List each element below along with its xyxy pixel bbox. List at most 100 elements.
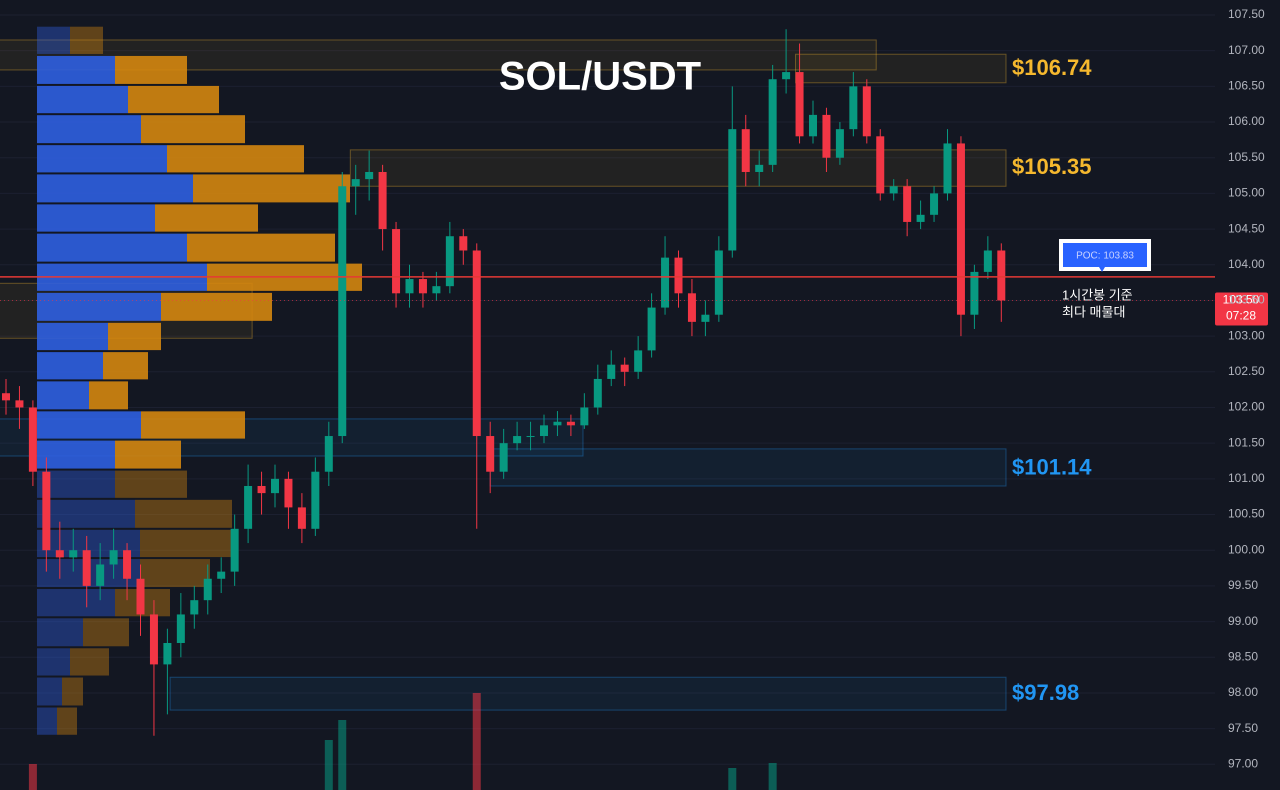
candle-body [338, 186, 347, 437]
candle-body [809, 114, 817, 137]
candle-body [418, 279, 427, 294]
candle-body [378, 171, 387, 230]
candle-body [351, 179, 360, 187]
candle-body [176, 614, 185, 643]
y-tick-label: 100.00 [1228, 542, 1265, 556]
profile-sell [193, 174, 350, 203]
zone-label: $105.35 [1012, 154, 1092, 179]
annotation: 최다 매물대 [1062, 304, 1125, 319]
volume-bar [728, 768, 737, 790]
candle-body [741, 129, 750, 172]
y-tick-label: 97.00 [1228, 756, 1258, 770]
profile-sell [115, 470, 187, 498]
profile-buy [37, 589, 115, 617]
y-tick-label: 102.00 [1228, 400, 1265, 414]
volume-bar [324, 740, 333, 790]
volume-bar [768, 763, 777, 790]
profile-sell [115, 55, 187, 84]
profile-sell [140, 529, 232, 558]
candle-body [230, 528, 239, 572]
y-tick-label: 101.50 [1228, 435, 1265, 449]
candle-body [714, 250, 723, 315]
profile-buy [37, 499, 135, 528]
profile-sell [167, 145, 304, 173]
overlay: $106.74 $105.35 $101.14 $97.98 POC: 103.83 1시… [0, 55, 1268, 705]
candle-body [970, 271, 979, 315]
volume-bar [338, 720, 347, 790]
candle-body [661, 257, 670, 308]
y-tick-label: 104.50 [1228, 221, 1265, 235]
profile-buy [37, 115, 141, 144]
candle-body [997, 250, 1006, 301]
zone-label: $101.14 [1012, 455, 1092, 480]
candle-body [405, 279, 414, 294]
candle-body [82, 550, 91, 586]
candle-body [432, 286, 441, 294]
y-tick-label: 99.00 [1228, 614, 1258, 628]
volume-bar [472, 693, 481, 790]
profile-buy [37, 204, 155, 232]
y-tick-label: 107.50 [1228, 7, 1265, 21]
candle-body [42, 471, 51, 551]
candle-body [324, 436, 333, 472]
y-tick-label: 103.50 [1228, 293, 1265, 307]
grid [0, 14, 1215, 765]
poc-box [1063, 243, 1147, 267]
profile-sell [135, 499, 232, 528]
y-tick-label: 100.50 [1228, 507, 1265, 521]
profile-sell [62, 677, 83, 706]
profile-sell [155, 204, 258, 232]
profile-buy [37, 352, 103, 380]
candle-body [217, 571, 226, 579]
candle-body [876, 136, 885, 194]
price-tag [1215, 292, 1268, 326]
profile-sell [187, 233, 335, 262]
zone [349, 149, 1007, 187]
zones [0, 39, 1007, 711]
candle-body [889, 186, 898, 194]
candle-body [593, 378, 602, 408]
profile-buy [37, 707, 57, 735]
zone [169, 676, 1007, 711]
candle-body [849, 86, 858, 130]
candle-body [620, 364, 629, 372]
zone-label: $106.74 [1012, 55, 1092, 80]
candle-body [956, 143, 965, 315]
y-tick-label: 101.00 [1228, 471, 1265, 485]
poc-pointer [1099, 267, 1105, 272]
candle-body [903, 186, 912, 222]
profile-sell [70, 26, 103, 54]
candle-body [916, 214, 925, 222]
profile-sell [128, 85, 219, 114]
candle-body [2, 393, 10, 401]
candle-body [28, 407, 37, 472]
profile-buy [37, 174, 193, 203]
y-tick-label: 102.50 [1228, 364, 1265, 378]
zone-label: $97.98 [1012, 680, 1079, 705]
candle-body [701, 314, 710, 322]
y-tick-label: 98.00 [1228, 685, 1258, 699]
candle-body [163, 642, 172, 665]
candle-body [580, 407, 589, 426]
candle-body [499, 443, 508, 472]
candle-body [96, 564, 105, 586]
y-tick-label: 104.00 [1228, 257, 1265, 271]
candle-body [768, 79, 777, 165]
volume-bar [28, 764, 37, 790]
profile-buy [37, 322, 108, 351]
candle-body [271, 478, 279, 494]
candle-body [983, 250, 992, 272]
candle-body [149, 614, 158, 665]
candle-body [190, 600, 199, 615]
candle-body [392, 229, 401, 294]
candle-body [674, 257, 683, 294]
candle-body [795, 72, 804, 137]
profile-sell [83, 618, 129, 647]
candle-body [365, 171, 374, 180]
candle-body [472, 250, 481, 437]
y-tick-label: 99.50 [1228, 578, 1258, 592]
profile-buy [37, 145, 167, 173]
annotation: 1시간봉 기준 [1062, 287, 1133, 302]
